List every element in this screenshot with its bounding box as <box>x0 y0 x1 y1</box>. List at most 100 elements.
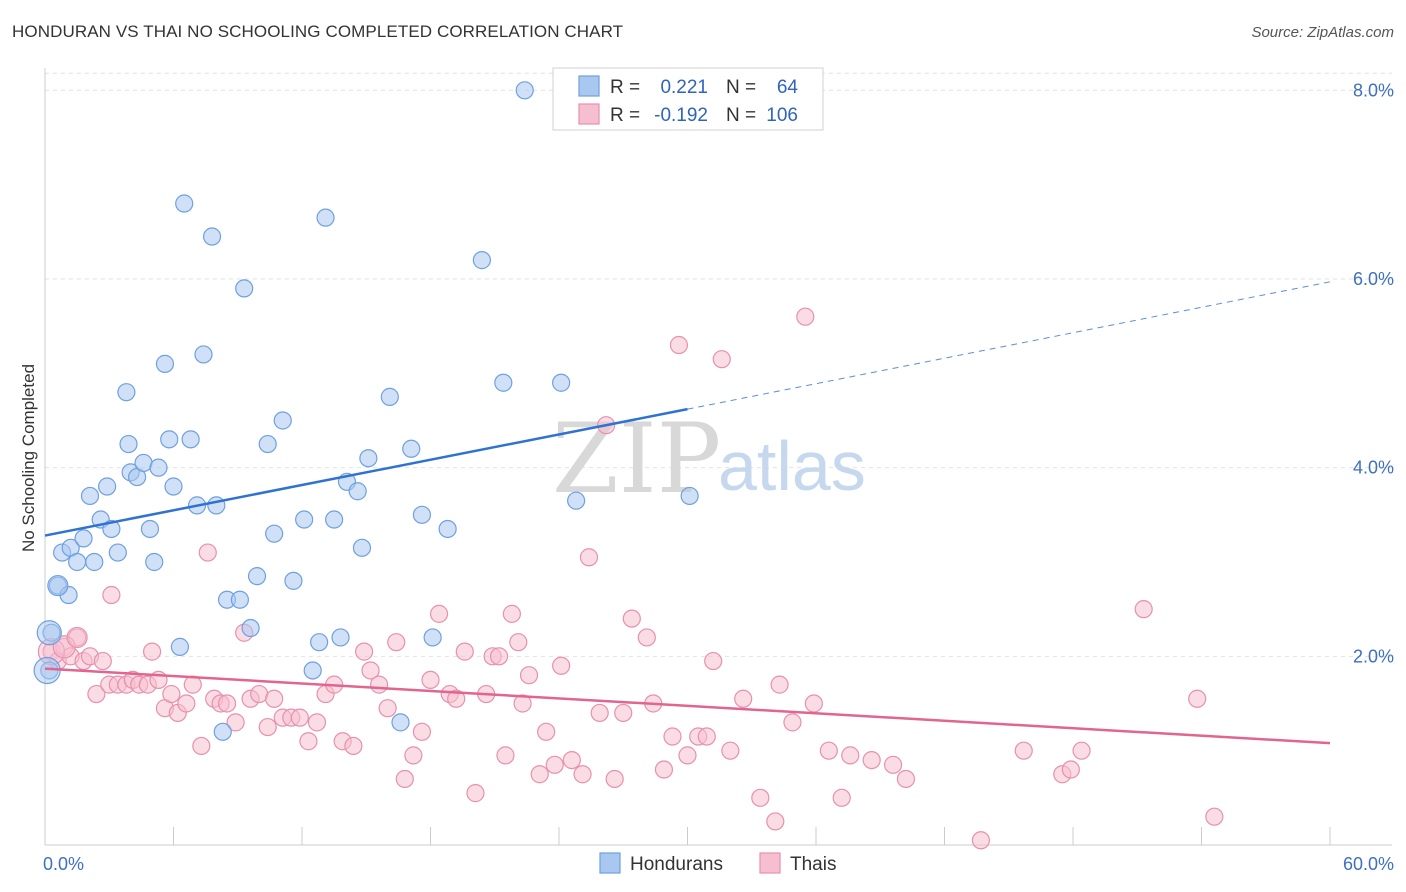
legend-swatch-hondurans <box>599 852 621 874</box>
point-thais-101 <box>971 831 991 850</box>
point-hondurans-61 <box>552 373 571 392</box>
point-thais-81 <box>669 335 689 355</box>
point-thais-44 <box>361 661 380 680</box>
chart-source: Source: ZipAtlas.com <box>1251 24 1394 41</box>
point-thais-94 <box>804 694 823 713</box>
point-hondurans-11 <box>98 477 117 496</box>
data-points <box>33 81 1224 850</box>
point-thais-51 <box>421 670 440 690</box>
point-thais-31 <box>250 684 269 704</box>
point-thais-28 <box>226 713 245 732</box>
point-thais-10 <box>102 585 121 605</box>
point-thais-66 <box>537 722 556 741</box>
point-thais-104 <box>1061 760 1080 779</box>
point-thais-102 <box>1014 741 1033 760</box>
point-thais-33 <box>265 689 284 708</box>
point-thais-74 <box>605 769 624 789</box>
point-hondurans-46 <box>325 510 344 529</box>
y-tick-label-1: 4.0% <box>1353 458 1394 478</box>
stats-r-label-0: R = <box>610 77 640 98</box>
point-thais-82 <box>678 746 697 765</box>
point-thais-62 <box>509 633 528 652</box>
stats-n-label-1: N = <box>726 105 756 126</box>
point-thais-27 <box>217 694 237 713</box>
point-thais-19 <box>162 684 181 704</box>
point-thais-93 <box>796 307 815 326</box>
point-hondurans-8 <box>80 486 100 506</box>
point-thais-100 <box>896 769 916 789</box>
point-thais-97 <box>841 746 860 765</box>
point-thais-105 <box>1072 741 1091 760</box>
stats-swatch-1 <box>578 103 600 125</box>
point-hondurans-53 <box>391 713 410 732</box>
point-hondurans-37 <box>247 567 267 586</box>
trend-lines <box>44 281 1331 745</box>
point-thais-106 <box>1134 600 1153 619</box>
large-point-hondurans-1 <box>36 620 62 646</box>
point-thais-108 <box>1205 807 1224 826</box>
point-thais-71 <box>579 548 599 567</box>
point-hondurans-25 <box>170 637 190 656</box>
point-hondurans-18 <box>134 453 153 473</box>
tick-labels: 2.0% 4.0% 6.0% 8.0% 0.0% 60.0% <box>43 80 1394 874</box>
point-thais-89 <box>751 788 770 807</box>
point-hondurans-43 <box>303 661 322 680</box>
point-thais-49 <box>404 746 423 765</box>
point-hondurans-7 <box>74 529 93 548</box>
point-thais-56 <box>466 784 485 803</box>
point-thais-45 <box>370 675 389 694</box>
point-hondurans-22 <box>155 354 175 373</box>
point-hondurans-13 <box>108 543 127 562</box>
series-legend: Hondurans Thais <box>599 852 836 875</box>
point-thais-99 <box>883 755 903 774</box>
point-hondurans-26 <box>175 194 194 213</box>
point-hondurans-14 <box>117 383 136 402</box>
point-thais-24 <box>198 543 217 562</box>
point-hondurans-20 <box>145 552 164 572</box>
legend-swatch-thais <box>759 852 781 874</box>
point-thais-88 <box>734 689 753 708</box>
point-hondurans-42 <box>295 510 314 529</box>
point-hondurans-15 <box>119 434 138 454</box>
point-hondurans-45 <box>316 208 335 227</box>
stats-r-value-1: -0.192 <box>654 105 708 126</box>
chart-title: HONDURAN VS THAI NO SCHOOLING COMPLETED … <box>12 22 624 41</box>
point-hondurans-40 <box>273 411 292 430</box>
point-thais-8 <box>93 651 112 671</box>
y-tick-label-3: 8.0% <box>1353 80 1394 100</box>
point-thais-36 <box>290 708 309 727</box>
point-thais-42 <box>344 736 363 756</box>
point-thais-107 <box>1188 689 1207 708</box>
point-thais-38 <box>307 713 327 732</box>
point-thais-32 <box>258 717 277 737</box>
point-hondurans-60 <box>515 81 534 100</box>
point-hondurans-50 <box>352 538 372 557</box>
point-hondurans-32 <box>213 722 232 741</box>
point-hondurans-58 <box>472 251 491 270</box>
trend-line-thais <box>44 667 1331 745</box>
point-hondurans-38 <box>258 434 277 454</box>
point-thais-43 <box>355 642 374 661</box>
point-thais-92 <box>783 713 802 732</box>
point-thais-7 <box>87 684 106 704</box>
point-thais-95 <box>819 741 838 760</box>
watermark-atlas: atlas <box>718 427 866 505</box>
point-thais-69 <box>562 750 581 770</box>
point-hondurans-55 <box>412 505 432 524</box>
point-hondurans-30 <box>202 227 222 246</box>
point-thais-46 <box>378 699 397 718</box>
point-hondurans-19 <box>140 519 160 539</box>
stats-n-label-0: N = <box>726 77 756 98</box>
point-hondurans-63 <box>680 486 699 506</box>
point-hondurans-24 <box>164 477 183 496</box>
point-hondurans-34 <box>230 590 249 609</box>
point-hondurans-51 <box>359 449 378 468</box>
point-thais-98 <box>862 750 881 770</box>
point-hondurans-56 <box>423 628 442 647</box>
point-thais-91 <box>770 675 789 694</box>
point-thais-90 <box>766 812 785 831</box>
point-thais-96 <box>832 788 851 807</box>
point-thais-84 <box>697 727 716 746</box>
point-hondurans-12 <box>102 519 121 539</box>
legend-label-thais: Thais <box>790 854 836 875</box>
